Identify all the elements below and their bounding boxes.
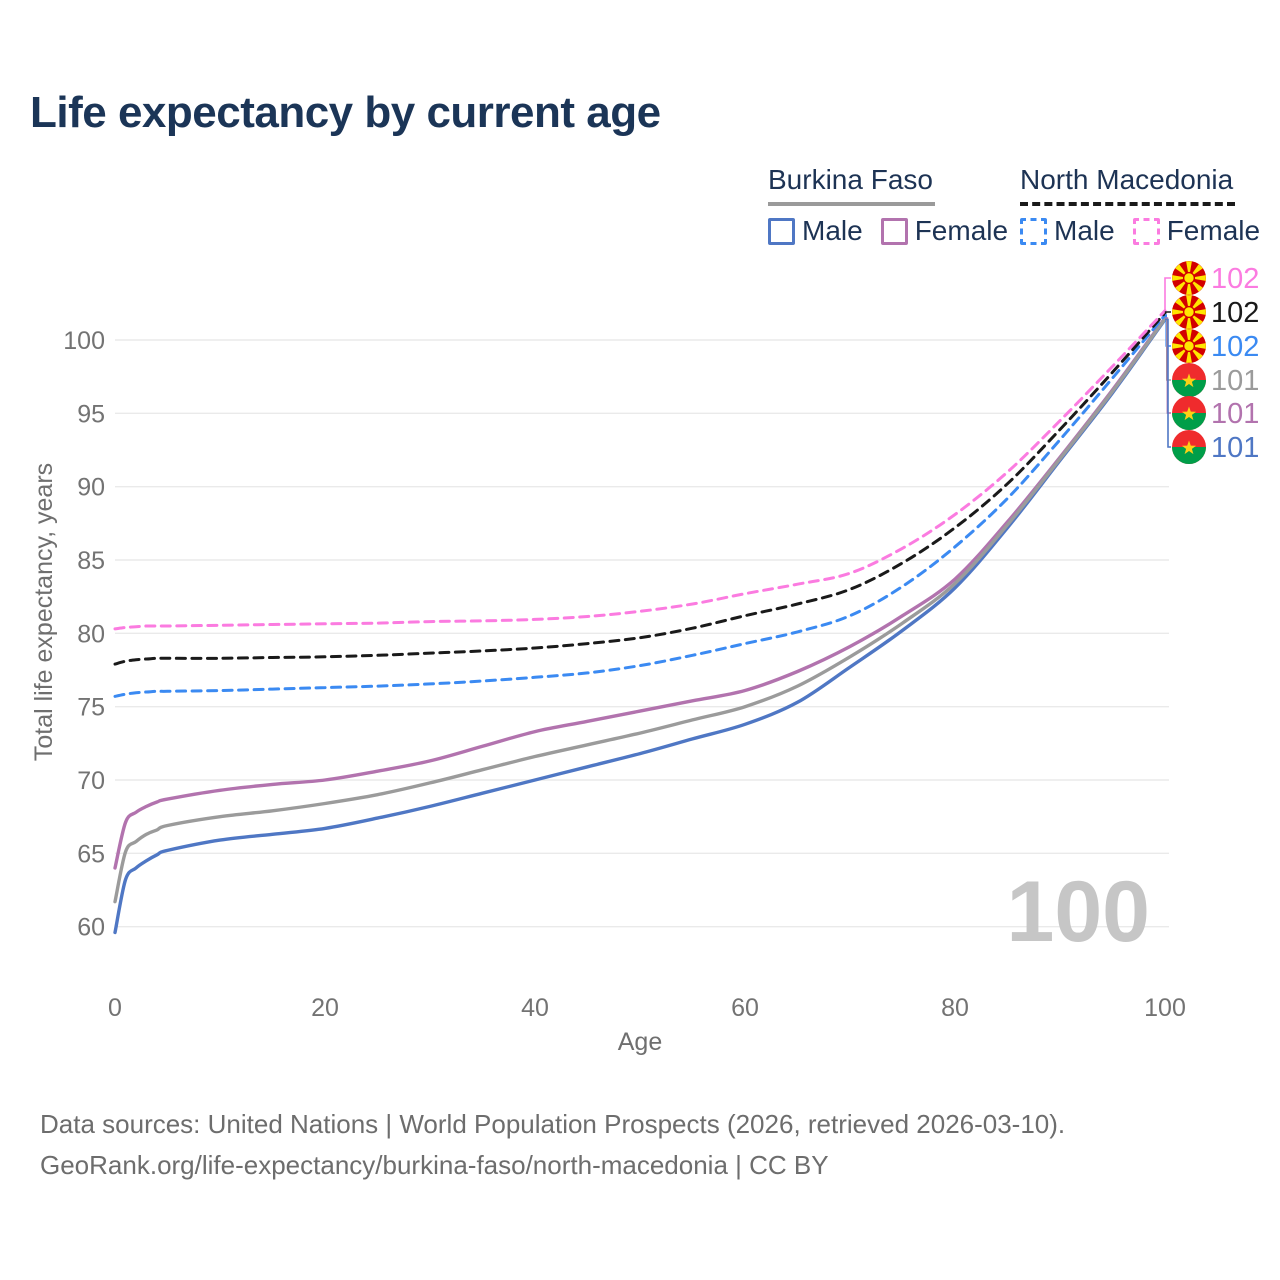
end-label-nm-male: 102 (1211, 331, 1259, 363)
legend-header-burkina-faso[interactable]: Burkina Faso (768, 164, 935, 206)
flag-north-macedonia-icon (1172, 295, 1206, 329)
flag-north-macedonia-icon (1172, 261, 1206, 295)
y-axis-tick-labels: 60 65 70 75 80 85 90 95 100 (63, 327, 105, 942)
flag-burkina-faso-icon (1172, 430, 1206, 464)
end-label-leader-lines (1164, 277, 1171, 448)
svg-text:60: 60 (77, 914, 105, 942)
bf-male-swatch-icon (768, 217, 795, 245)
svg-text:90: 90 (77, 474, 105, 502)
svg-text:85: 85 (77, 547, 105, 575)
legend-label-bf-female: Female (914, 215, 1009, 246)
legend-items-north-macedonia: Male Female (1020, 215, 1260, 247)
svg-text:80: 80 (941, 994, 969, 1022)
series-line-nm-female[interactable] (113, 309, 1167, 631)
end-label-bf-both: 101 (1211, 365, 1259, 397)
svg-text:80: 80 (77, 620, 105, 648)
svg-text:100: 100 (1144, 994, 1186, 1022)
series-line-bf-male[interactable] (113, 317, 1167, 935)
footer: Data sources: United Nations | World Pop… (40, 1104, 1065, 1186)
x-axis-title: Age (618, 1028, 662, 1056)
nm-male-swatch-icon (1020, 217, 1047, 245)
page-title: Life expectancy by current age (30, 88, 661, 137)
svg-text:20: 20 (311, 994, 339, 1022)
nm-female-swatch-icon (1132, 217, 1160, 245)
legend-items-burkina-faso: Male Female (768, 215, 1008, 247)
svg-text:0: 0 (108, 994, 122, 1022)
end-label-nm-female: 102 (1211, 263, 1259, 295)
end-label-bf-male: 101 (1211, 432, 1259, 464)
footer-attribution: GeoRank.org/life-expectancy/burkina-faso… (40, 1150, 829, 1180)
gridlines (115, 339, 1169, 928)
flag-burkina-faso-icon (1172, 396, 1206, 430)
bf-female-swatch-icon (880, 217, 908, 245)
flag-north-macedonia-icon (1172, 329, 1206, 363)
svg-text:40: 40 (521, 994, 549, 1022)
series-line-bf-female[interactable] (113, 316, 1167, 870)
series-line-bf-both[interactable] (113, 317, 1167, 904)
legend-label-bf-male: Male (802, 215, 863, 246)
series-lines (113, 309, 1167, 935)
flag-burkina-faso-icon (1172, 363, 1206, 397)
series-line-nm-male[interactable] (113, 313, 1167, 698)
series-line-nm-both[interactable] (113, 311, 1167, 666)
end-label-nm-both: 102 (1211, 297, 1259, 329)
legend-item-bf-female[interactable]: Female (880, 215, 1009, 247)
svg-text:100: 100 (63, 327, 105, 355)
svg-text:65: 65 (77, 840, 105, 868)
svg-text:95: 95 (77, 400, 105, 428)
legend-item-bf-male[interactable]: Male (768, 215, 863, 247)
legend-label-nm-male: Male (1054, 215, 1115, 246)
svg-text:75: 75 (77, 694, 105, 722)
legend-group-north-macedonia: North Macedonia Male Female (1020, 164, 1260, 247)
legend-item-nm-male[interactable]: Male (1020, 215, 1115, 247)
legend-group-burkina-faso: Burkina Faso Male Female (768, 164, 1008, 247)
y-axis-title: Total life expectancy, years (30, 463, 58, 761)
svg-text:70: 70 (77, 767, 105, 795)
end-label-bf-female: 101 (1211, 398, 1259, 430)
x-axis-tick-labels: 0 20 40 60 80 100 (108, 994, 1186, 1022)
legend-header-north-macedonia[interactable]: North Macedonia (1020, 164, 1236, 206)
svg-text:60: 60 (731, 994, 759, 1022)
footer-data-sources: Data sources: United Nations | World Pop… (40, 1109, 1066, 1139)
legend-item-nm-female[interactable]: Female (1132, 215, 1261, 247)
legend-label-nm-female: Female (1166, 215, 1261, 246)
hover-age-watermark: 100 (1007, 864, 1151, 960)
